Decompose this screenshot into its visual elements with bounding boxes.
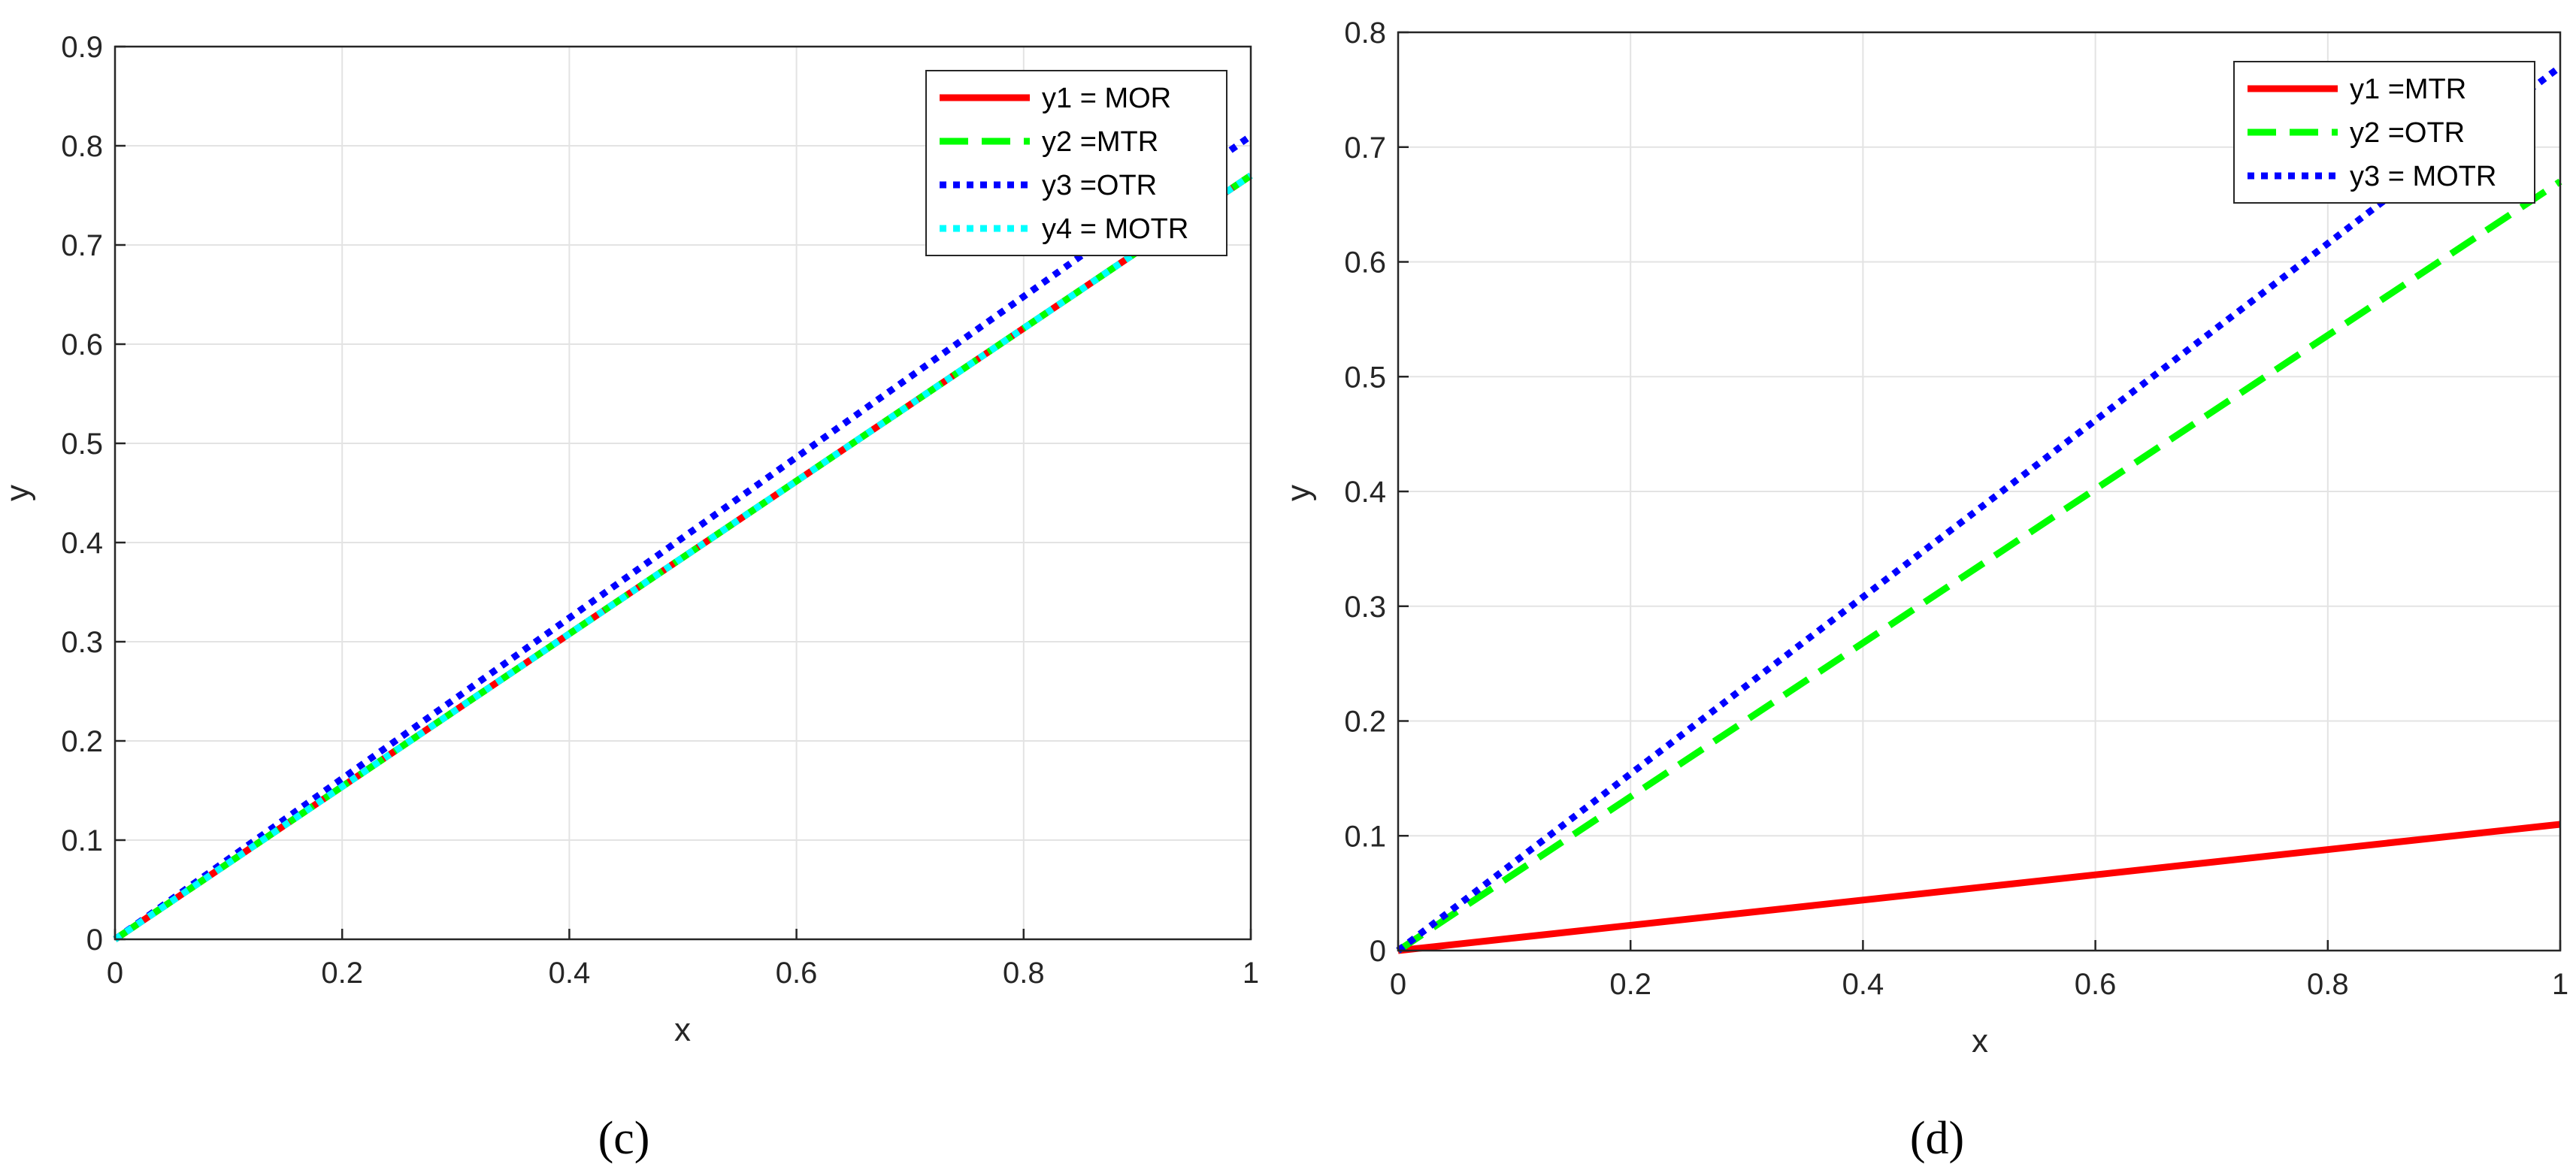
legend-label-1: y1 = MOR bbox=[1042, 83, 1171, 114]
y-tick-label: 0.7 bbox=[1344, 132, 1386, 165]
series-line-4 bbox=[113, 172, 1253, 942]
y-tick-label: 0.1 bbox=[61, 824, 103, 857]
y-tick-label: 0.9 bbox=[61, 31, 103, 64]
chart-1: 0 0.2 0.4 0.6 0.8 1 0 0.1 0.2 0.3 0.4 0.5 0.6 0.7 0.8 x… bbox=[1280, 17, 2568, 1164]
y-tick-label: 0 bbox=[86, 924, 103, 957]
panel-label: (c) bbox=[598, 1113, 650, 1164]
series-line-3 bbox=[113, 133, 1253, 942]
x-tick-label: 1 bbox=[1243, 957, 1259, 990]
legend-box bbox=[925, 70, 1227, 256]
y-tick-label: 0.2 bbox=[1344, 706, 1386, 739]
x-tick-label: 0 bbox=[107, 957, 123, 990]
y-tick-label: 0.3 bbox=[1344, 591, 1386, 624]
legend-label-1: y1 =MTR bbox=[2350, 74, 2466, 105]
x-tick-label: 1 bbox=[2552, 968, 2568, 1001]
chart-0: 0 0.2 0.4 0.6 0.8 1 0 0.1 0.2 0.3 0.4 0.5 0.6 0.7 0.8 0… bbox=[0, 31, 1259, 1164]
y-tick-label: 0.1 bbox=[1344, 820, 1386, 853]
y-tick-label: 0.2 bbox=[61, 725, 103, 758]
panel-label: (d) bbox=[1910, 1113, 1964, 1164]
legend: y1 =MTR y2 =OTR y3 = MOTR bbox=[2233, 61, 2535, 204]
y-tick-label: 0.6 bbox=[1344, 246, 1386, 280]
x-tick-label: 0 bbox=[1390, 968, 1406, 1001]
x-tick-label: 0.8 bbox=[2307, 968, 2349, 1001]
legend-label-2: y2 =OTR bbox=[2350, 117, 2465, 149]
legend-label-3: y3 = MOTR bbox=[2350, 161, 2496, 192]
y-tick-label: 0.4 bbox=[1344, 476, 1386, 509]
axes-box bbox=[114, 45, 1252, 941]
x-tick-label: 0.2 bbox=[321, 957, 363, 990]
y-tick-label: 0.6 bbox=[61, 328, 103, 361]
x-tick-label: 0.6 bbox=[2075, 968, 2117, 1001]
y-tick-label: 0.7 bbox=[61, 229, 103, 262]
x-tick-label: 0.2 bbox=[1609, 968, 1651, 1001]
legend: y1 = MOR y2 =MTR y3 =OTR y4 = MOTR bbox=[925, 70, 1227, 256]
x-axis-label: x bbox=[1972, 1023, 1988, 1060]
y-tick-label: 0 bbox=[1370, 935, 1386, 968]
series-line-2 bbox=[1396, 178, 2562, 954]
series-line-1 bbox=[1397, 821, 2561, 954]
legend-label-3: y3 =OTR bbox=[1042, 170, 1157, 201]
legend-label-4: y4 = MOTR bbox=[1042, 213, 1188, 245]
y-axis-label: y bbox=[1280, 485, 1317, 501]
x-tick-label: 0.6 bbox=[776, 957, 818, 990]
y-tick-label: 0.8 bbox=[1344, 17, 1386, 50]
legend-box bbox=[2233, 61, 2535, 204]
x-axis-label: x bbox=[674, 1011, 691, 1048]
y-tick-label: 0.3 bbox=[61, 626, 103, 659]
y-tick-label: 0.8 bbox=[61, 130, 103, 163]
x-tick-label: 0.4 bbox=[549, 957, 591, 990]
x-tick-label: 0.4 bbox=[1842, 968, 1884, 1001]
legend-label-2: y2 =MTR bbox=[1042, 126, 1158, 158]
y-tick-label: 0.5 bbox=[61, 428, 103, 461]
y-tick-label: 0.4 bbox=[61, 527, 103, 560]
x-tick-label: 0.8 bbox=[1003, 957, 1045, 990]
y-tick-label: 0.5 bbox=[1344, 361, 1386, 394]
y-axis-label: y bbox=[0, 485, 36, 501]
